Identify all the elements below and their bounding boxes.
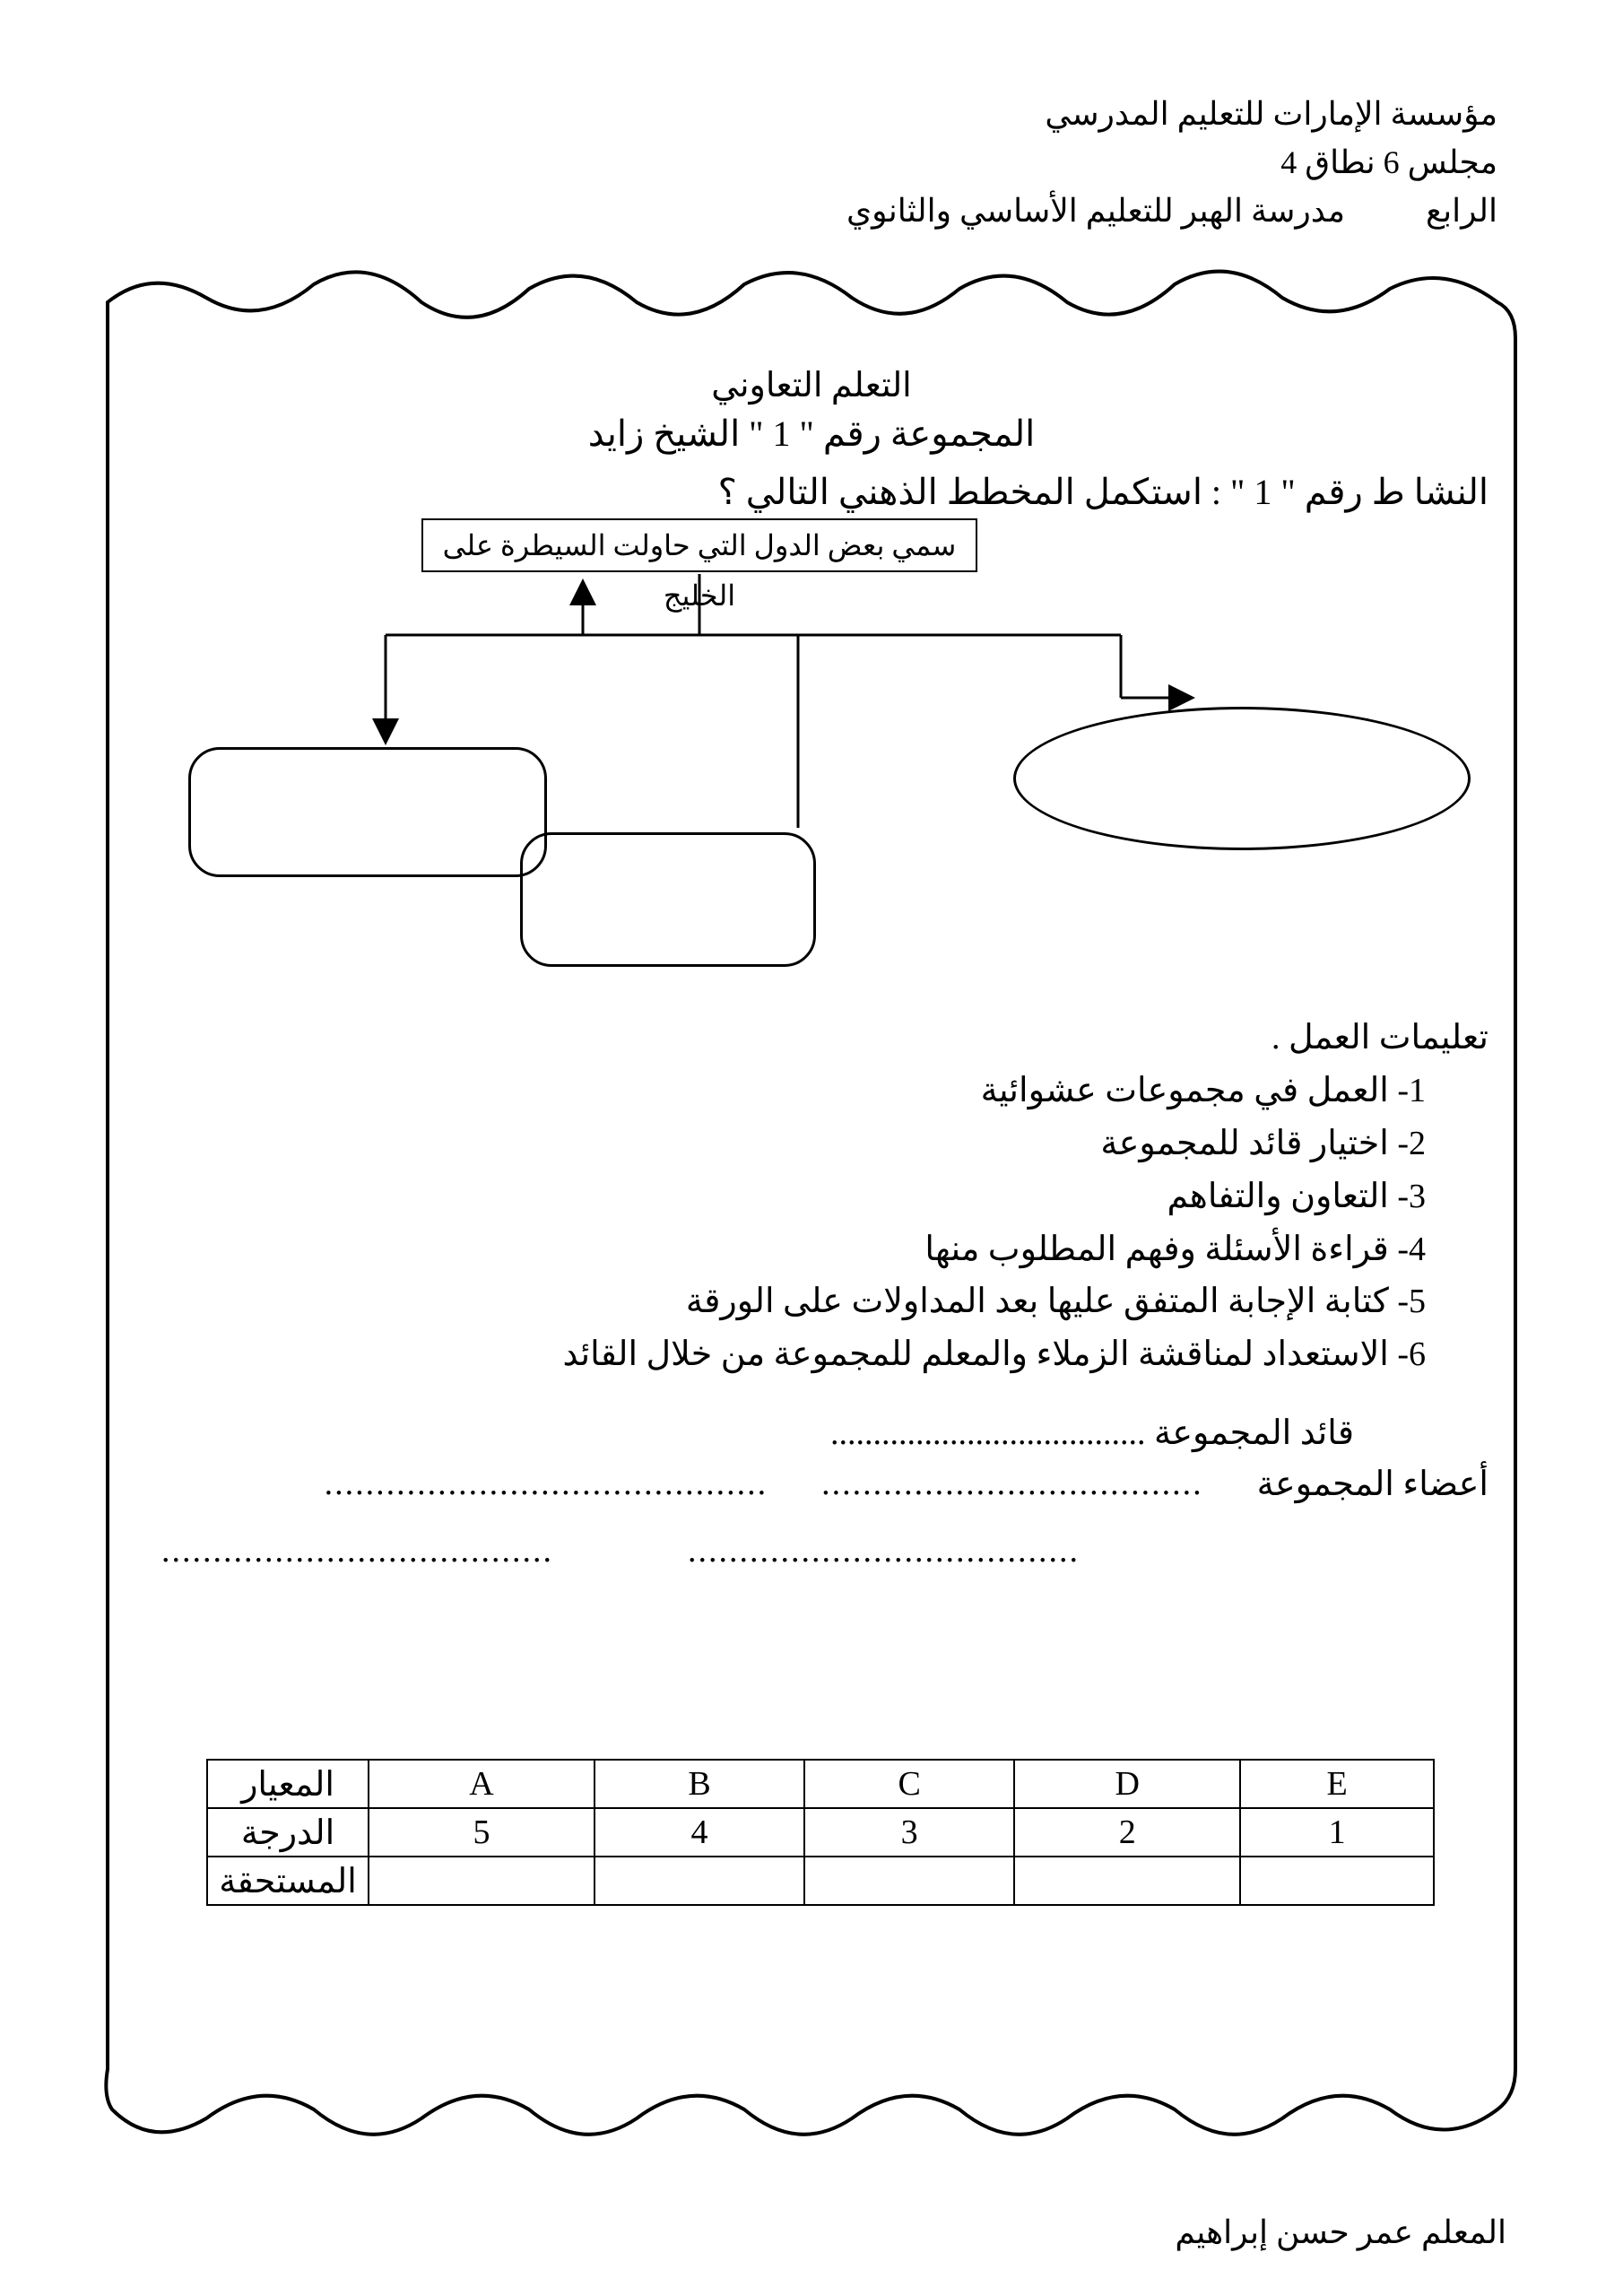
- header-line-1: مؤسسة الإمارات للتعليم المدرسي: [99, 90, 1497, 138]
- rubric-col-d: D: [1014, 1760, 1240, 1808]
- leader-label: قائد المجموعة: [1154, 1414, 1354, 1452]
- members-dots-4: ......................................: [688, 1531, 1080, 1570]
- instruction-item-6: 6- الاستعداد لمناقشة الزملاء والمعلم للم…: [135, 1328, 1488, 1381]
- group-members-row-2[interactable]: ...................................... .…: [135, 1531, 1488, 1570]
- members-dots-2: ........................................…: [325, 1464, 768, 1504]
- rubric-score-a: 5: [369, 1808, 595, 1857]
- rubric-col-c: C: [804, 1760, 1014, 1808]
- rubric-col-b: B: [595, 1760, 804, 1808]
- instructions-title: تعليمات العمل .: [135, 1012, 1488, 1065]
- rubric-earned-row[interactable]: المستحقة: [207, 1857, 1434, 1905]
- leader-dots: .....................................: [830, 1414, 1146, 1452]
- rubric-score-b: 4: [595, 1808, 804, 1857]
- frame-content: التعلم التعاوني المجموعة رقم " 1 " الشيخ…: [99, 248, 1524, 2177]
- rubric-score-row: الدرجة 5 4 3 2 1: [207, 1808, 1434, 1857]
- rubric-row-score-label: الدرجة: [207, 1808, 369, 1857]
- rubric-col-a: A: [369, 1760, 595, 1808]
- diagram-rounded-box-middle[interactable]: [520, 832, 816, 967]
- header-grade: الرابع: [1426, 187, 1497, 235]
- instruction-item-5: 5- كتابة الإجابة المتفق عليها بعد المداو…: [135, 1275, 1488, 1328]
- rubric-earned-d[interactable]: [1014, 1857, 1240, 1905]
- rubric-col-criterion: المعيار: [207, 1760, 369, 1808]
- rubric-row-earned-label: المستحقة: [207, 1857, 369, 1905]
- mind-map-diagram: سمي بعض الدول التي حاولت السيطرة على الخ…: [135, 518, 1488, 1003]
- instruction-item-4: 4- قراءة الأسئلة وفهم المطلوب منها: [135, 1223, 1488, 1276]
- instruction-item-1: 1- العمل في مجموعات عشوائية: [135, 1065, 1488, 1118]
- rubric-earned-c[interactable]: [804, 1857, 1014, 1905]
- rubric-col-e: E: [1240, 1760, 1434, 1808]
- header-line-3: مدرسة الهبر للتعليم الأساسي والثانوي الر…: [99, 187, 1497, 235]
- members-label: أعضاء المجموعة: [1257, 1464, 1488, 1504]
- group-leader-line[interactable]: قائد المجموعة ..........................…: [135, 1413, 1488, 1453]
- title-cooperative-learning: التعلم التعاوني: [135, 365, 1488, 405]
- title-group: المجموعة رقم " 1 " الشيخ زايد: [135, 413, 1488, 455]
- teacher-signature: المعلم عمر حسن إبراهيم: [1175, 2213, 1506, 2251]
- rubric-table: المعيار A B C D E الدرجة 5 4 3 2 1: [206, 1759, 1435, 1906]
- instruction-item-3: 3- التعاون والتفاهم: [135, 1170, 1488, 1223]
- rubric-score-e: 1: [1240, 1808, 1434, 1857]
- members-dots-3: ......................................: [161, 1531, 553, 1570]
- header-school: مدرسة الهبر للتعليم الأساسي والثانوي: [846, 187, 1345, 235]
- rubric-score-d: 2: [1014, 1808, 1240, 1857]
- activity-prompt: النشا ط رقم " 1 " : استكمل المخطط الذهني…: [135, 471, 1488, 513]
- rubric-header-row: المعيار A B C D E: [207, 1760, 1434, 1808]
- document-header: مؤسسة الإمارات للتعليم المدرسي مجلس 6 نط…: [99, 90, 1524, 235]
- header-line-2: مجلس 6 نطاق 4: [99, 138, 1497, 187]
- instructions-block: تعليمات العمل . 1- العمل في مجموعات عشوا…: [135, 1012, 1488, 1381]
- diagram-rounded-box-left[interactable]: [188, 747, 547, 877]
- rubric-earned-b[interactable]: [595, 1857, 804, 1905]
- group-members-row-1[interactable]: أعضاء المجموعة .........................…: [135, 1464, 1488, 1504]
- diagram-ellipse-blank[interactable]: [1013, 707, 1471, 850]
- page: مؤسسة الإمارات للتعليم المدرسي مجلس 6 نط…: [0, 0, 1623, 2296]
- members-dots-1: .....................................: [821, 1464, 1203, 1504]
- rubric-score-c: 3: [804, 1808, 1014, 1857]
- rubric-earned-e[interactable]: [1240, 1857, 1434, 1905]
- decorative-frame: التعلم التعاوني المجموعة رقم " 1 " الشيخ…: [99, 248, 1524, 2177]
- rubric-earned-a[interactable]: [369, 1857, 595, 1905]
- instruction-item-2: 2- اختيار قائد للمجموعة: [135, 1118, 1488, 1170]
- rubric-block: المعيار A B C D E الدرجة 5 4 3 2 1: [206, 1759, 1435, 1906]
